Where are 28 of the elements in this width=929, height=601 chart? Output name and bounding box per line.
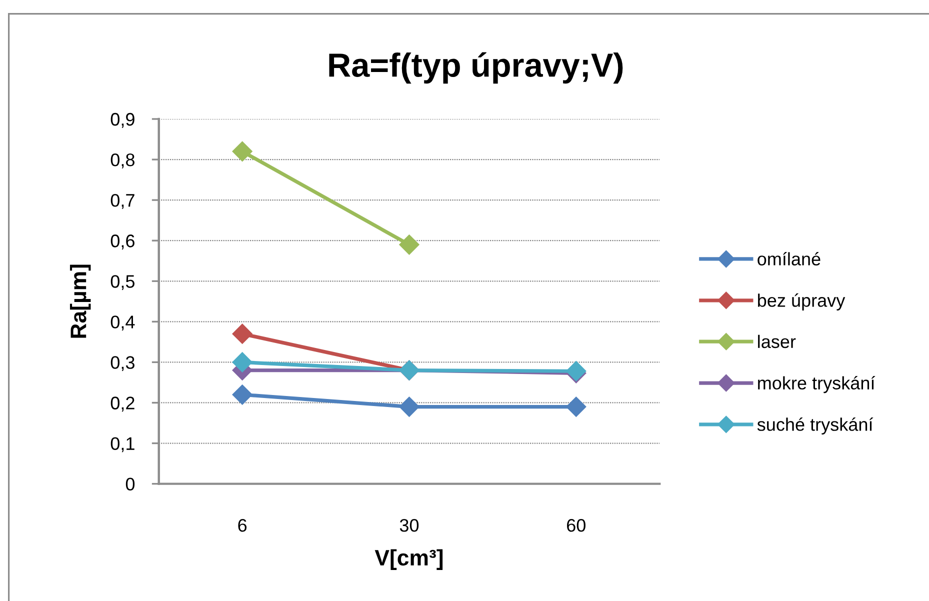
y-tick-label: 0 (126, 478, 135, 491)
y-tick-label: 0,1 (110, 437, 134, 452)
point (232, 352, 252, 372)
y-tick-label: 0,2 (110, 396, 134, 412)
y-tick-label: 0,4 (110, 316, 135, 331)
point (399, 234, 420, 255)
y-tick-label: 0,6 (110, 234, 134, 250)
point (232, 141, 252, 162)
chart-title: Ra=f(typ úpravy;V) (329, 52, 623, 84)
y-tick-label: 0,5 (110, 275, 134, 290)
y-tick-label: 0,3 (110, 356, 134, 372)
y-tick-label: 0,8 (110, 153, 134, 168)
legend-label: omílané (758, 252, 820, 266)
x-axis-title: V[cm³] (374, 549, 443, 570)
x-tick-label: 60 (567, 519, 586, 532)
legend-label: suché tryskání (757, 417, 874, 434)
legend-label: mokre tryskání (758, 376, 876, 394)
y-tick-label: 0,7 (110, 194, 134, 209)
legend-label: laser (758, 334, 796, 348)
y-axis-title: Ra[µm] (70, 264, 91, 338)
point (232, 384, 252, 405)
legend-label: bez úpravy (758, 293, 846, 310)
point (566, 396, 586, 417)
y-tick-label: 0,9 (110, 112, 134, 128)
x-tick-label: 30 (400, 519, 419, 532)
x-tick-label: 6 (238, 519, 247, 532)
point (232, 324, 252, 344)
point (399, 396, 420, 417)
